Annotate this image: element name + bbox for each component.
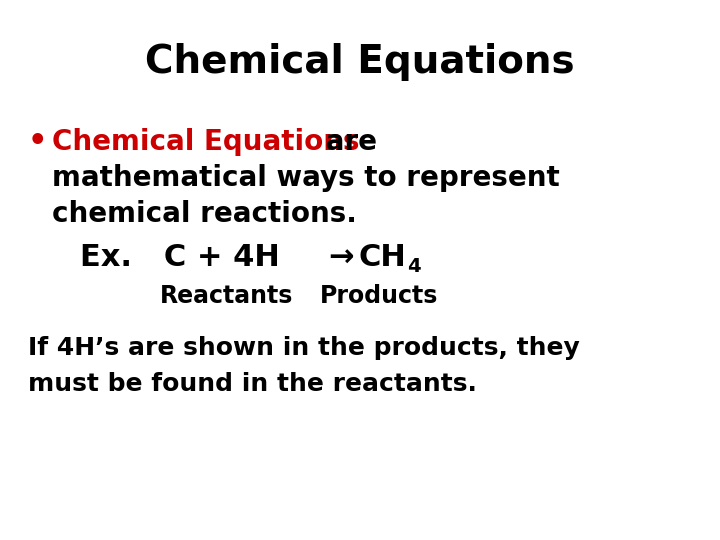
Text: CH: CH (358, 244, 406, 273)
Text: If 4H’s are shown in the products, they: If 4H’s are shown in the products, they (28, 336, 580, 360)
Text: Chemical Equations: Chemical Equations (145, 43, 575, 81)
Text: Ex.   C + 4H: Ex. C + 4H (80, 244, 290, 273)
Text: →: → (328, 244, 354, 273)
Text: Products: Products (320, 284, 438, 308)
Text: mathematical ways to represent: mathematical ways to represent (52, 164, 559, 192)
Text: Chemical Equations: Chemical Equations (52, 128, 359, 156)
Text: 4: 4 (407, 256, 420, 275)
Text: Reactants: Reactants (160, 284, 293, 308)
Text: must be found in the reactants.: must be found in the reactants. (28, 372, 477, 396)
Text: chemical reactions.: chemical reactions. (52, 200, 357, 228)
Text: •: • (28, 127, 48, 157)
Text: are: are (316, 128, 377, 156)
